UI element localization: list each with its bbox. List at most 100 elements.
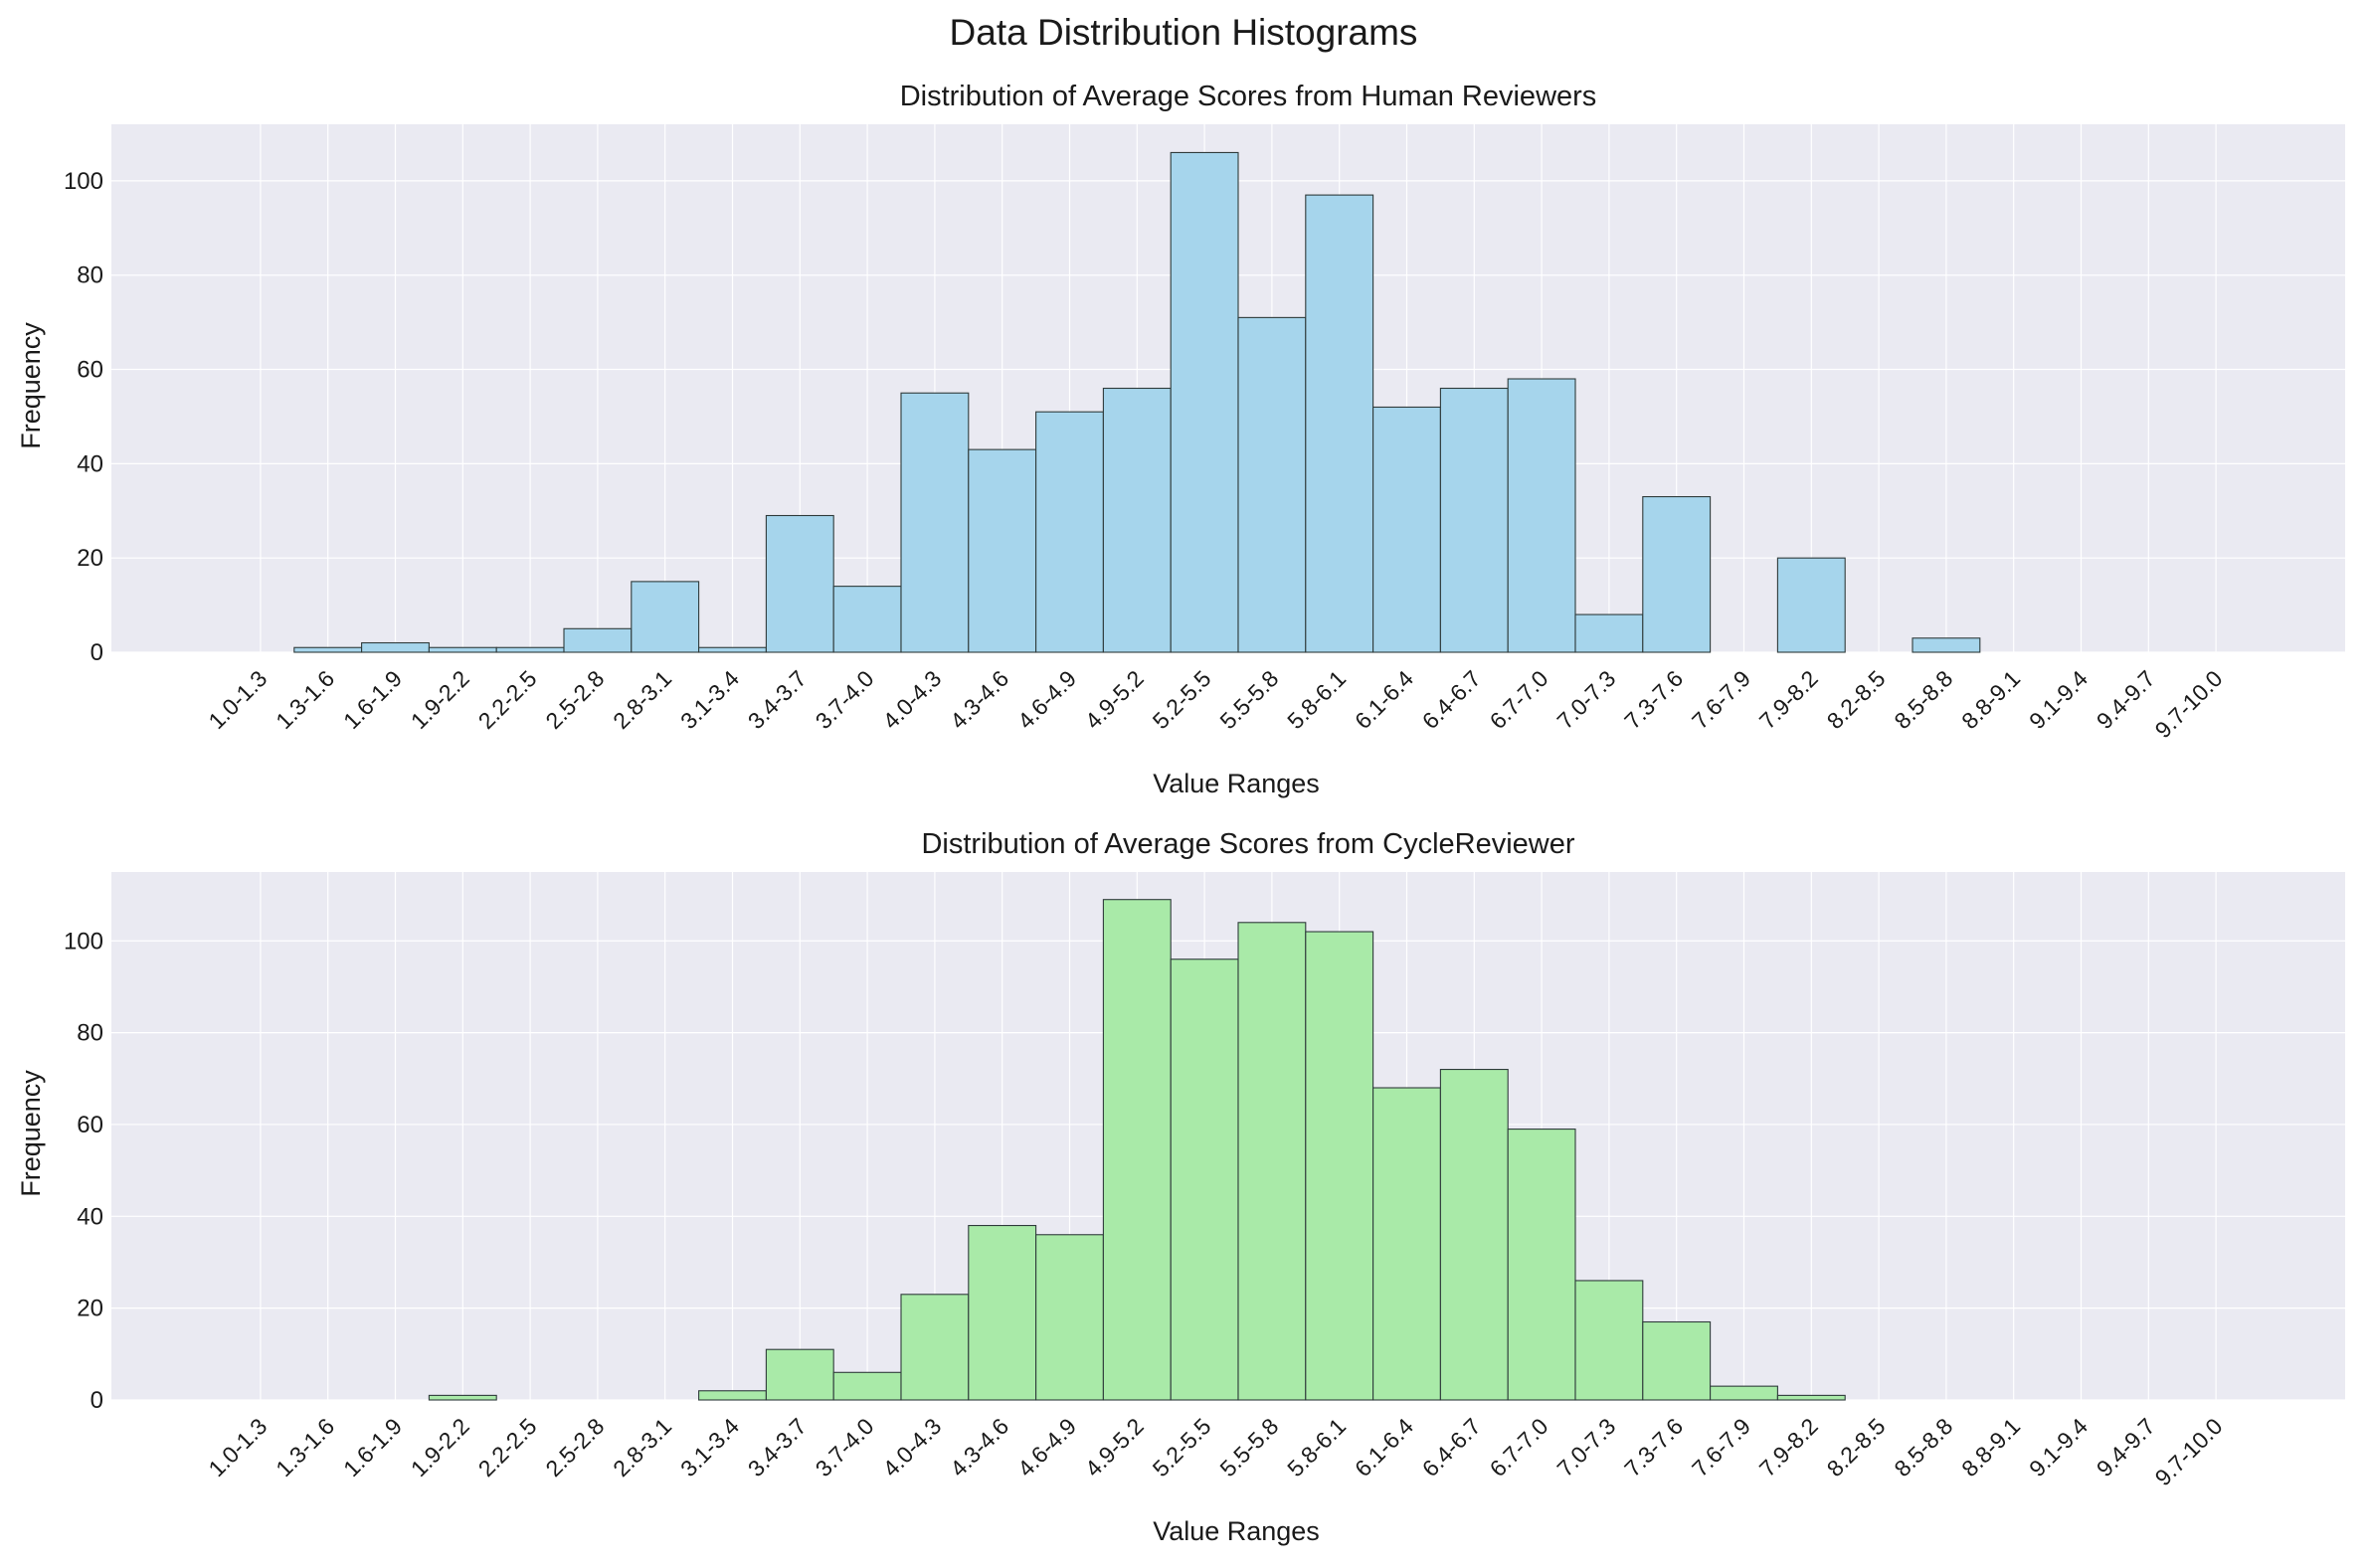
x-tick-label: 6.7-7.0: [1485, 665, 1553, 734]
bar: [1574, 613, 1644, 653]
bar: [900, 392, 970, 653]
x-tick-label: 2.8-3.1: [608, 665, 676, 734]
bar: [293, 646, 363, 653]
y-tick-label: 0: [91, 639, 103, 666]
bar: [1237, 316, 1307, 653]
x-tick-label: 7.3-7.6: [1619, 1413, 1688, 1481]
x-tick-label: 8.2-8.5: [1822, 1413, 1891, 1481]
x-tick-label: 3.1-3.4: [675, 1413, 744, 1481]
bar: [1507, 1129, 1576, 1401]
x-tick-label: 2.2-2.5: [473, 1413, 542, 1481]
bar: [1372, 406, 1441, 653]
bar: [1439, 1068, 1509, 1401]
figure-title: Data Distribution Histograms: [950, 12, 1418, 53]
y-tick-label: 80: [77, 1020, 103, 1047]
bar: [1102, 899, 1172, 1401]
x-tick-label: 8.5-8.8: [1889, 665, 1957, 734]
bar: [495, 646, 565, 653]
x-tick-label: 7.0-7.3: [1551, 1413, 1620, 1481]
bar: [1642, 1320, 1712, 1401]
x-tick-label: 1.0-1.3: [203, 665, 272, 734]
x-tick-label: 4.6-4.9: [1012, 1413, 1081, 1481]
x-tick-label: 4.0-4.3: [877, 1413, 946, 1481]
bar: [1035, 411, 1104, 653]
x-tick-label: 9.1-9.4: [2024, 665, 2093, 734]
bar: [832, 586, 902, 653]
x-tick-label: 2.5-2.8: [540, 665, 609, 734]
bar: [631, 581, 700, 653]
bar: [968, 448, 1037, 653]
x-tick-label: 3.1-3.4: [675, 665, 744, 734]
x-tick-label: 6.4-6.7: [1417, 1413, 1486, 1481]
y-tick-labels: 0 20 40 60 80 100: [64, 168, 103, 666]
y-axis-label: Frequency: [16, 1070, 46, 1197]
y-tick-label: 60: [77, 1112, 103, 1138]
x-tick-label: 7.0-7.3: [1551, 665, 1620, 734]
bar: [1912, 637, 1981, 653]
y-axis-label: Frequency: [16, 322, 46, 449]
x-tick-label: 8.8-9.1: [1956, 665, 2025, 734]
x-tick-label: 7.9-8.2: [1754, 665, 1823, 734]
human-reviewers-histogram: Distribution of Average Scores from Huma…: [16, 81, 2345, 798]
x-tick-label: 1.6-1.9: [338, 1413, 407, 1481]
panel-title: Distribution of Average Scores from Huma…: [900, 81, 1597, 112]
x-tick-label: 5.5-5.8: [1214, 665, 1283, 734]
x-tick-label: 8.2-8.5: [1822, 665, 1891, 734]
x-tick-label: 6.4-6.7: [1417, 665, 1486, 734]
y-tick-label: 0: [91, 1387, 103, 1414]
x-tick-label: 6.7-7.0: [1485, 1413, 1553, 1481]
bar: [1574, 1280, 1644, 1401]
x-tick-label: 2.5-2.8: [540, 1413, 609, 1481]
x-axis-label: Value Ranges: [1153, 1516, 1320, 1546]
x-tick-label: 7.9-8.2: [1754, 1413, 1823, 1481]
x-tick-label: 1.3-1.6: [271, 665, 339, 734]
x-tick-label: 5.8-6.1: [1282, 665, 1351, 734]
x-tick-label: 7.6-7.9: [1687, 1413, 1755, 1481]
x-tick-label: 1.0-1.3: [203, 1413, 272, 1481]
bars: [428, 899, 1846, 1401]
bar: [1305, 931, 1374, 1401]
x-tick-label: 2.2-2.5: [473, 665, 542, 734]
panel-title: Distribution of Average Scores from Cycl…: [921, 828, 1574, 860]
y-tick-label: 60: [77, 357, 103, 384]
x-tick-label: 9.7-10.0: [2150, 1413, 2228, 1490]
y-tick-label: 20: [77, 545, 103, 572]
bar: [1710, 1385, 1778, 1401]
cyclereviewer-histogram: Distribution of Average Scores from Cycl…: [16, 828, 2345, 1546]
bar: [1170, 958, 1239, 1401]
x-tick-label: 5.5-5.8: [1214, 1413, 1283, 1481]
bar: [1170, 151, 1239, 653]
x-tick-label: 7.6-7.9: [1687, 665, 1755, 734]
x-tick-label: 3.4-3.7: [743, 1413, 812, 1481]
bar: [563, 627, 633, 653]
y-tick-label: 80: [77, 262, 103, 289]
x-tick-label: 6.1-6.4: [1350, 665, 1418, 734]
bar: [361, 641, 430, 653]
bar: [1776, 557, 1846, 653]
bar: [900, 1294, 970, 1401]
x-tick-label: 6.1-6.4: [1350, 1413, 1418, 1481]
x-tick-labels: 1.0-1.31.3-1.61.6-1.91.9-2.22.2-2.52.5-2…: [203, 1413, 2227, 1490]
x-tick-label: 3.7-4.0: [811, 665, 879, 734]
x-tick-label: 8.8-9.1: [1956, 1413, 2025, 1481]
bar: [428, 646, 497, 653]
bar: [698, 646, 767, 653]
x-tick-label: 1.9-2.2: [406, 665, 474, 734]
bar: [1372, 1087, 1441, 1401]
x-axis-label: Value Ranges: [1153, 769, 1320, 798]
x-tick-label: 4.3-4.6: [945, 1413, 1013, 1481]
x-tick-label: 4.0-4.3: [877, 665, 946, 734]
bar: [1237, 922, 1307, 1401]
y-tick-label: 20: [77, 1296, 103, 1322]
y-tick-label: 100: [64, 928, 103, 955]
bars: [293, 151, 1981, 653]
bar: [1035, 1234, 1104, 1401]
bar: [968, 1224, 1037, 1401]
y-tick-labels: 0 20 40 60 80 100: [64, 928, 103, 1414]
bar: [1642, 495, 1712, 653]
bar: [765, 1348, 834, 1401]
bar: [698, 1390, 767, 1401]
x-tick-label: 5.2-5.5: [1148, 665, 1216, 734]
x-tick-label: 9.7-10.0: [2150, 665, 2228, 743]
